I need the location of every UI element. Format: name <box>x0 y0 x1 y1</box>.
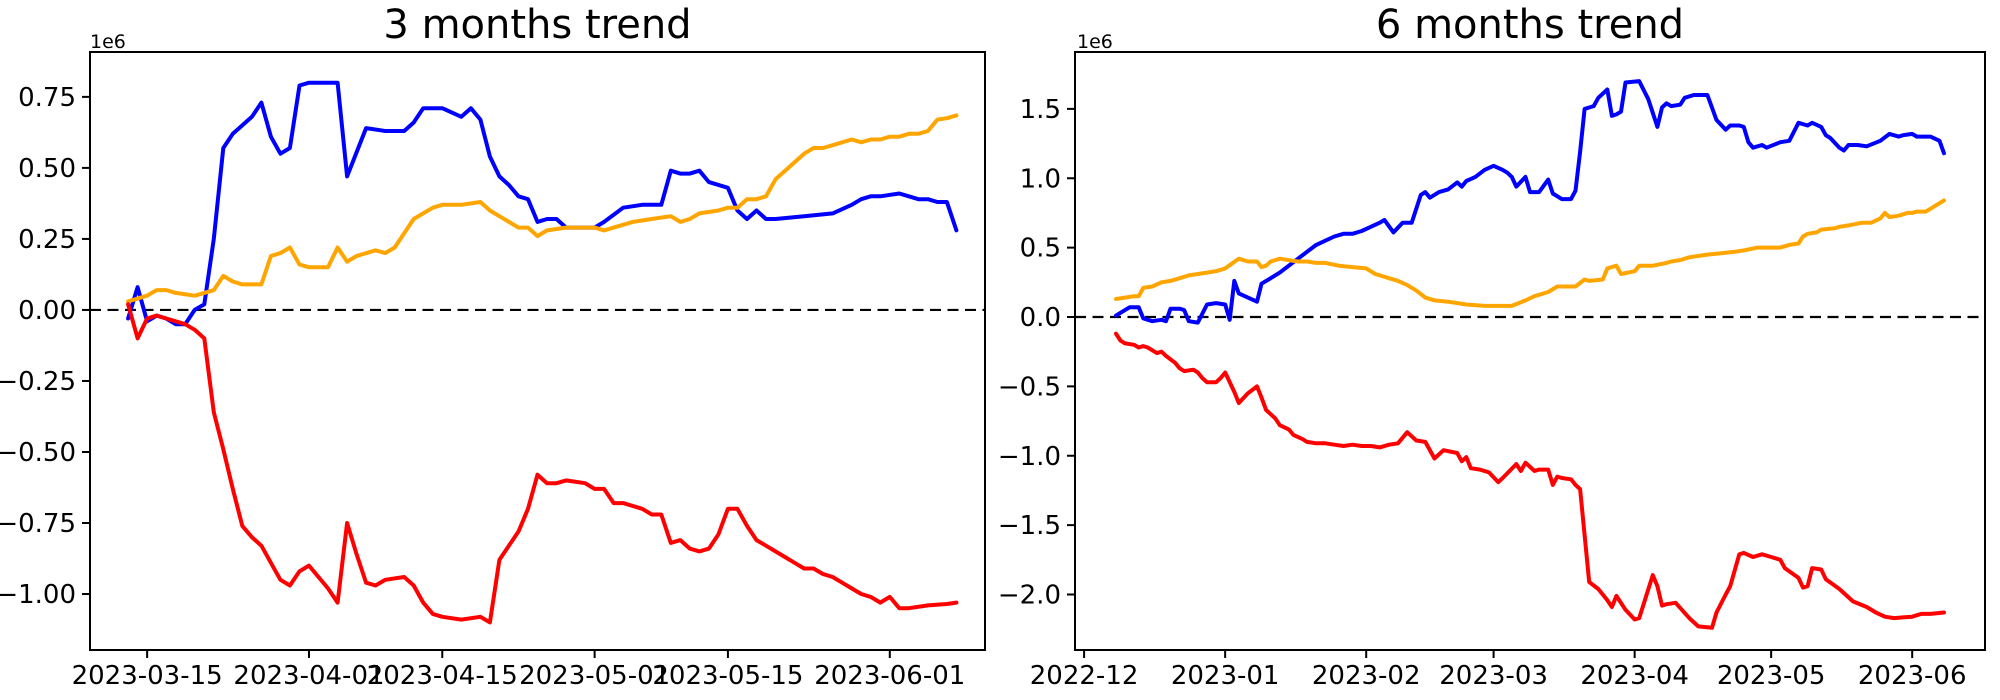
right-chart: 2022-12 2023-01 2023-02 2023-03 2023-04 2023-… <box>998 51 1986 691</box>
x-tick-label: 2023-03-15 <box>72 661 223 691</box>
y-tick-label: 0.5 <box>1020 234 1061 264</box>
y-tick-label: −0.50 <box>0 438 76 468</box>
y-tick-label: 0.50 <box>18 154 76 184</box>
y-tick-label: −2.0 <box>998 581 1061 611</box>
line-series-blue <box>126 80 959 327</box>
right-y-axis-offset-label: 1e6 <box>1077 31 1113 53</box>
y-tick-label: 1.0 <box>1020 164 1061 194</box>
x-tick-label: 2023-04-01 <box>233 661 384 691</box>
x-tick-label: 2023-04-15 <box>367 661 518 691</box>
line-series-blue <box>1114 79 1946 325</box>
axes-box <box>1074 51 1986 651</box>
y-tick-label: 0.00 <box>18 296 76 326</box>
y-tick-label: −1.0 <box>998 442 1061 472</box>
y-tick-label: −0.75 <box>0 509 76 539</box>
x-tick-label: 2023-06 <box>1858 661 1967 691</box>
y-tick-label: −0.5 <box>998 372 1061 402</box>
left-chart-title: 3 months trend <box>383 2 692 48</box>
line-series-red <box>126 302 959 625</box>
x-tick-label: 2023-05-15 <box>652 661 803 691</box>
line-series-orange <box>126 113 959 304</box>
left-y-axis-offset-label: 1e6 <box>90 31 126 53</box>
line-series-orange <box>1114 198 1946 308</box>
y-tick-label: −1.5 <box>998 511 1061 541</box>
x-tick-label: 2023-05-01 <box>519 661 670 691</box>
x-tick-label: 2022-12 <box>1030 661 1139 691</box>
x-tick-label: 2023-03 <box>1439 661 1548 691</box>
x-tick-label: 2023-05 <box>1717 661 1826 691</box>
x-tick-label: 2023-02 <box>1312 661 1421 691</box>
axes-box <box>89 51 986 651</box>
y-tick-label: 0.25 <box>18 225 76 255</box>
right-chart-title: 6 months trend <box>1375 2 1685 48</box>
y-tick-label: −0.25 <box>0 367 76 397</box>
y-tick-label: 1.5 <box>1020 95 1061 125</box>
x-tick-label: 2023-01 <box>1171 661 1280 691</box>
y-tick-label: 0.0 <box>1020 303 1061 333</box>
y-tick-label: −1.00 <box>0 580 76 610</box>
x-tick-label: 2023-06-01 <box>814 661 965 691</box>
line-series-red <box>1114 331 1946 630</box>
x-tick-label: 2023-04 <box>1580 661 1689 691</box>
y-tick-label: 0.75 <box>18 83 76 113</box>
